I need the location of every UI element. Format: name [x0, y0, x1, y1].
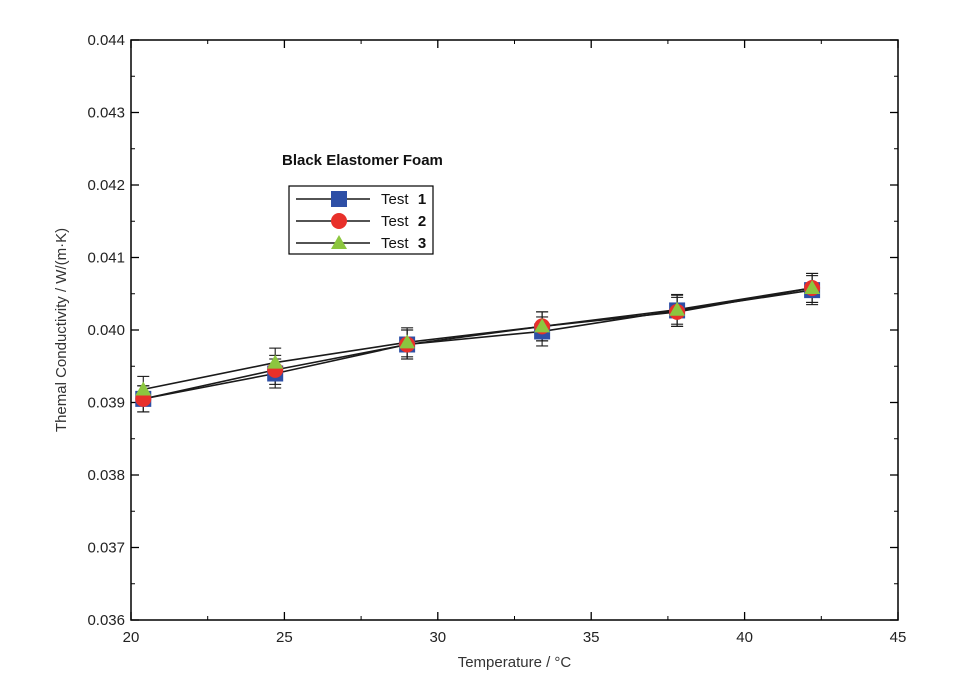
series-line-2: [143, 287, 813, 400]
x-tick-label: 40: [736, 629, 753, 646]
legend: Test 1 Test 2 Test 3: [288, 185, 434, 255]
y-tick-label: 0.043: [87, 105, 125, 122]
y-tick-label: 0.042: [87, 177, 125, 194]
x-tick-label: 30: [429, 629, 446, 646]
y-tick-label: 0.038: [87, 467, 125, 484]
data-point-series-3: [534, 318, 551, 333]
series-line-1: [143, 289, 813, 400]
series-lines: [143, 287, 813, 400]
series-line-3: [143, 287, 813, 391]
y-tick-label: 0.044: [87, 32, 125, 49]
y-axis-title: Themal Conductivity / W/(m·K): [53, 228, 70, 432]
legend-marker: [331, 213, 347, 229]
data-point-series-3: [804, 279, 821, 294]
data-point-series-3: [267, 354, 284, 369]
plot-frame: [130, 39, 899, 621]
x-tick-label: 25: [276, 629, 293, 646]
legend-label: Test: [381, 213, 409, 230]
y-tick-label: 0.039: [87, 395, 125, 412]
data-point-series-3: [135, 381, 152, 396]
data-point-series-3: [399, 334, 416, 349]
legend-label: Test: [381, 191, 409, 208]
legend-number: 1: [418, 191, 426, 208]
y-tick-label: 0.040: [87, 322, 125, 339]
legend-label: Test: [381, 235, 409, 252]
legend-number: 2: [418, 213, 426, 230]
x-tick-label: 45: [890, 629, 907, 646]
y-tick-label: 0.037: [87, 540, 125, 557]
y-tick-label: 0.041: [87, 250, 125, 267]
x-tick-label: 20: [123, 629, 140, 646]
data-point-series-3: [669, 301, 686, 316]
x-axis-title: Temperature / °C: [458, 654, 572, 671]
legend-number: 3: [418, 235, 426, 252]
x-tick-label: 35: [583, 629, 600, 646]
error-bars: [137, 272, 819, 413]
ticks: 20 25 30 35 40 45 0.036 0.037 0.038 0.039 0.040 0.0…: [87, 32, 906, 646]
legend-marker: [331, 191, 347, 207]
legend-marker: [331, 235, 347, 249]
y-tick-label: 0.036: [87, 612, 125, 629]
legend-title: Black Elastomer Foam: [282, 152, 443, 169]
data-markers: [135, 279, 821, 407]
